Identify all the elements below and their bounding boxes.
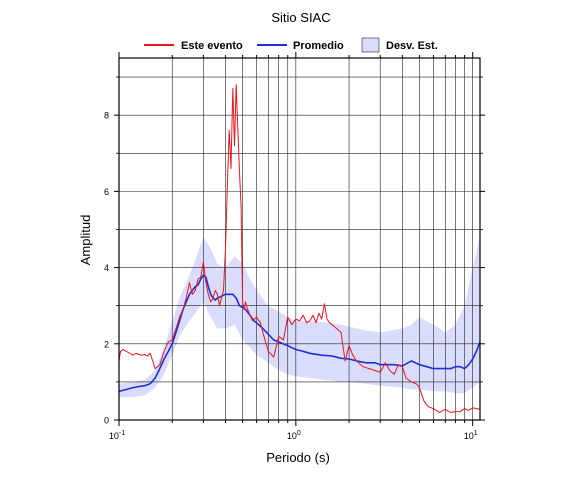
tick-layer: 0 2 4 6 8 10-1 100 101	[104, 52, 485, 441]
legend-item-este-evento: Este evento	[144, 40, 243, 52]
series-line-este-evento	[119, 84, 480, 413]
legend-label: Este evento	[181, 40, 243, 52]
legend-item-promedio: Promedio	[257, 40, 344, 52]
x-axis-label: Periodo (s)	[266, 450, 330, 465]
plot-frame	[118, 57, 481, 421]
y-axis-label: Amplitud	[78, 215, 93, 266]
y-tick-label: 0	[104, 416, 109, 426]
y-tick-label: 4	[104, 263, 109, 273]
x-tick-label: 100	[287, 430, 301, 441]
legend-item-desv-est: Desv. Est.	[361, 37, 438, 53]
chart-title: Sitio SIAC	[271, 10, 330, 25]
y-tick-label: 8	[104, 111, 109, 121]
std-dev-band-layer	[119, 237, 480, 398]
legend-label: Desv. Est.	[386, 40, 438, 52]
legend-swatch-band	[361, 37, 380, 53]
x-tick-label: 101	[464, 430, 478, 441]
grid-layer	[119, 58, 480, 420]
series-layer	[119, 84, 480, 413]
std-dev-band	[119, 237, 480, 398]
x-tick-label: 10-1	[109, 430, 125, 441]
y-tick-label: 6	[104, 187, 109, 197]
legend: Este evento Promedio Desv. Est.	[144, 37, 438, 53]
legend-label: Promedio	[293, 40, 344, 52]
y-tick-label: 2	[104, 339, 109, 349]
plot-frame-layer	[118, 57, 481, 421]
